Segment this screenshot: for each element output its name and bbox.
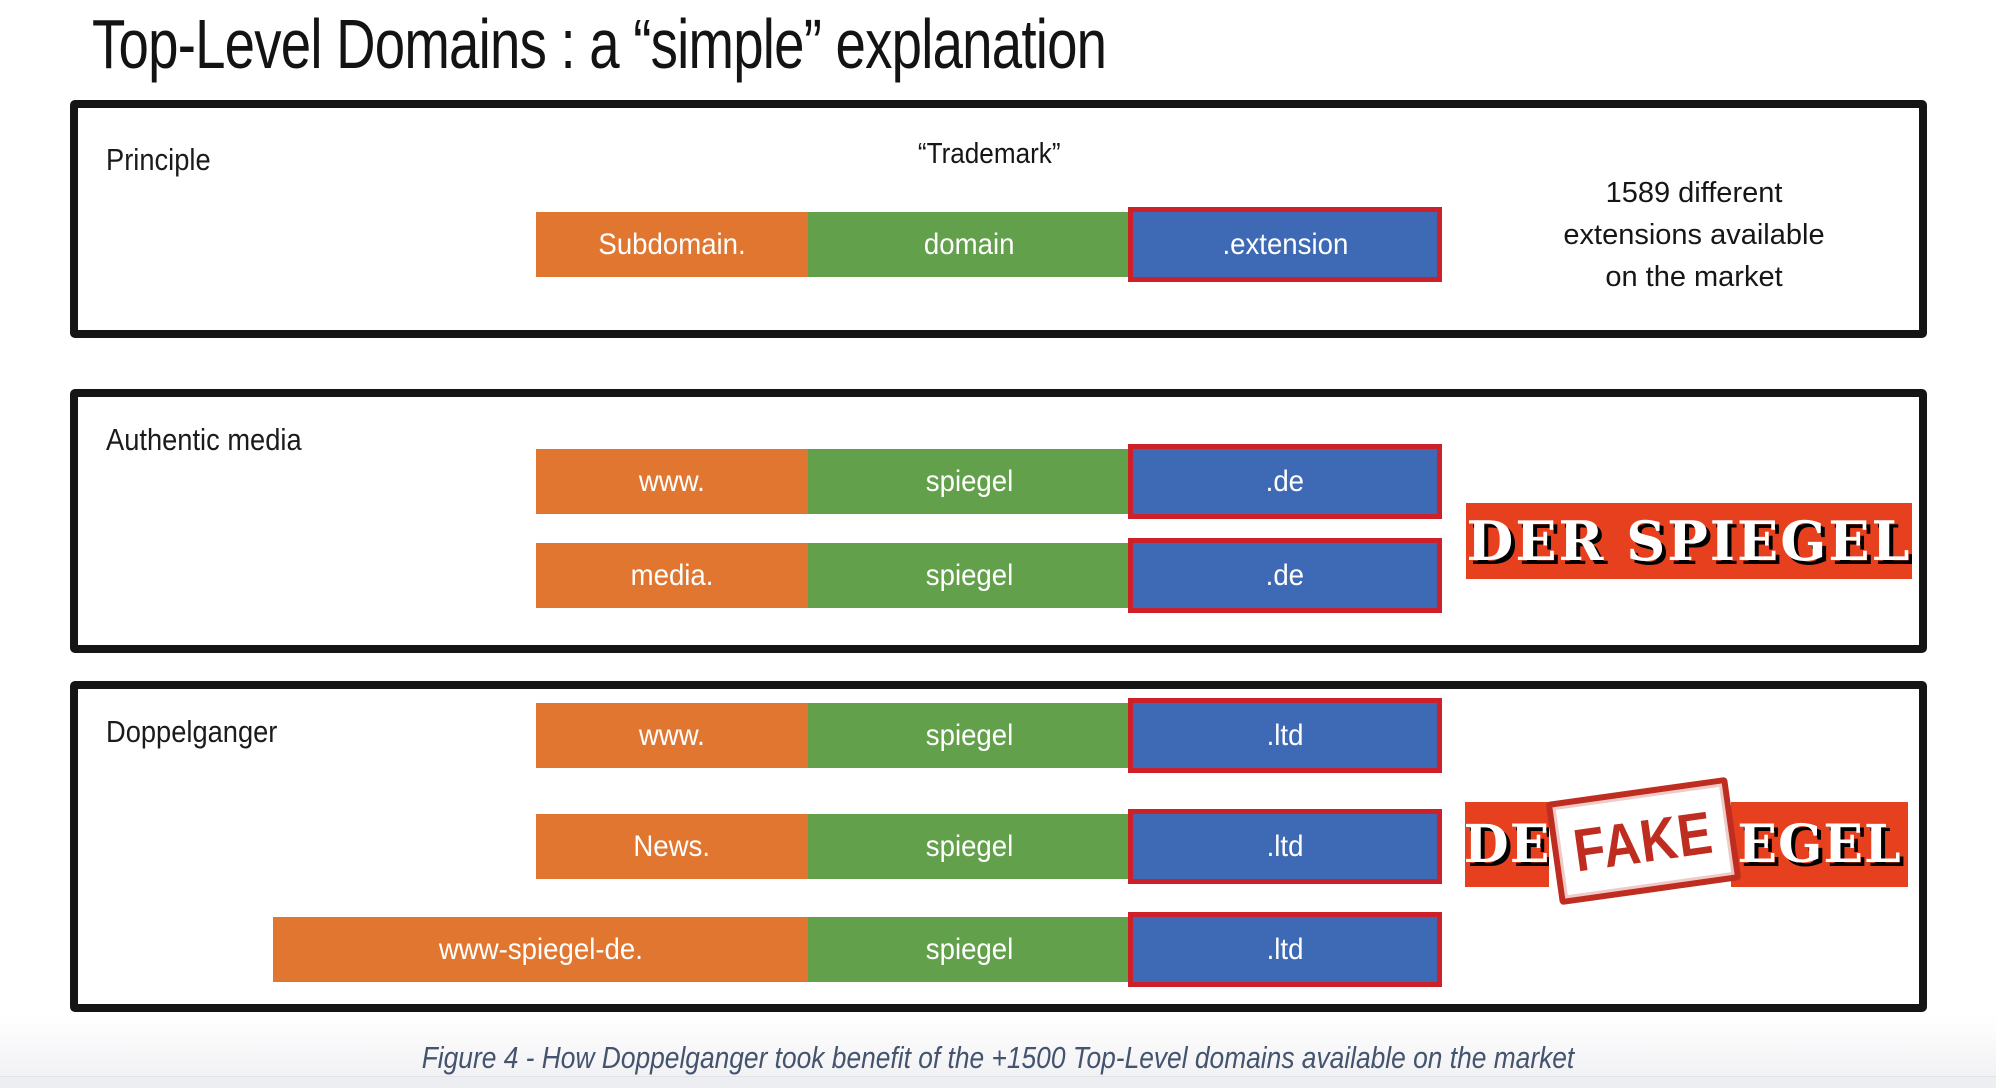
panel-principle-label: Principle (106, 142, 211, 177)
domain-segment: spiegel (808, 543, 1131, 608)
figure-title: Top-Level Domains : a “simple” explanati… (92, 5, 1107, 83)
der-spiegel-logo: DER SPIEGEL (1466, 503, 1912, 579)
subdomain-segment: www. (536, 703, 808, 768)
subdomain-segment: News. (536, 814, 808, 879)
subdomain-segment: Subdomain. (536, 212, 808, 277)
domain-segment: domain (808, 212, 1131, 277)
extension-segment: .ltd (1128, 912, 1442, 987)
figure-caption: Figure 4 - How Doppelganger took benefit… (421, 1040, 1575, 1075)
fake-spiegel-logo-right: EGEL (1731, 802, 1908, 887)
panel-doppelganger-label: Doppelganger (106, 714, 278, 749)
extension-segment: .ltd (1128, 809, 1442, 884)
extension-segment: .extension (1128, 207, 1442, 282)
extension-segment: .de (1128, 538, 1442, 613)
domain-segment: spiegel (808, 917, 1131, 982)
extension-segment: .ltd (1128, 698, 1442, 773)
domain-segment: spiegel (808, 703, 1131, 768)
domain-segment: spiegel (808, 814, 1131, 879)
panel-authentic-media-label: Authentic media (106, 422, 302, 457)
subdomain-segment: www-spiegel-de. (273, 917, 808, 982)
domain-row-principle: Subdomain. domain .extension (0, 207, 1996, 282)
domain-row-doppelganger-2: News. spiegel .ltd (0, 809, 1996, 884)
extensions-count-note: 1589 different extensions available on t… (1563, 177, 1825, 294)
domain-row-authentic-2: media. spiegel .de (0, 538, 1996, 613)
footer-gradient-band (0, 1014, 1996, 1088)
domain-row-doppelganger-1: www. spiegel .ltd (0, 698, 1996, 773)
subdomain-segment: media. (536, 543, 808, 608)
trademark-annotation: “Trademark” (917, 138, 1061, 170)
footer-gray-strip (0, 1076, 1996, 1088)
subdomain-segment: www. (536, 449, 808, 514)
domain-row-doppelganger-3: www-spiegel-de. spiegel .ltd (0, 912, 1996, 987)
extension-segment: .de (1128, 444, 1442, 519)
fake-spiegel-logo-left: DE (1465, 802, 1549, 887)
panel-principle: Principle (70, 100, 1927, 338)
domain-segment: spiegel (808, 449, 1131, 514)
domain-row-authentic-1: www. spiegel .de (0, 444, 1996, 519)
